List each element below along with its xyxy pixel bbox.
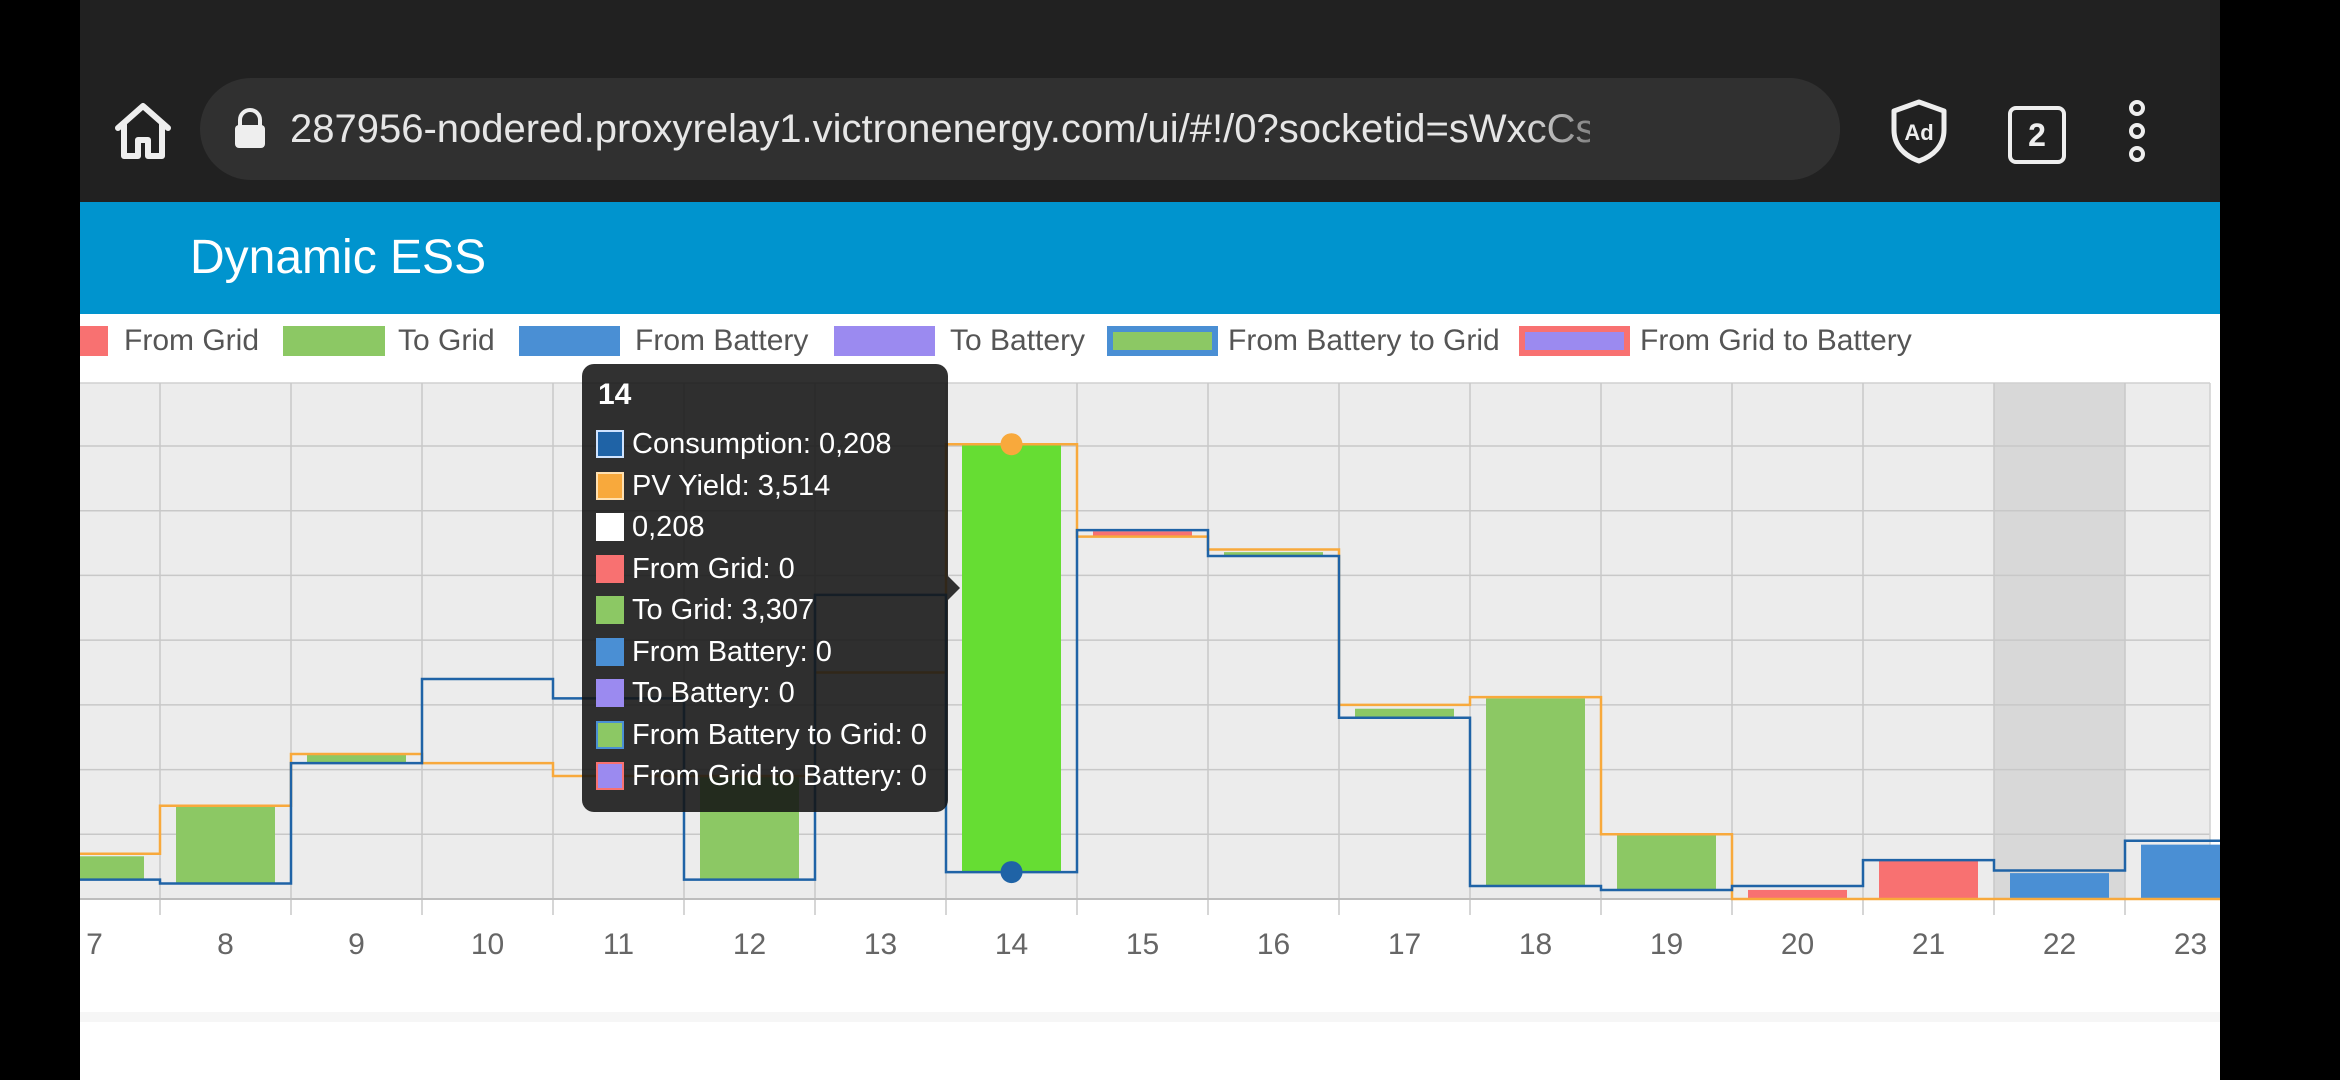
- x-tick-label: 14: [995, 928, 1028, 961]
- browser-toolbar: 287956-nodered.proxyrelay1.victronenergy…: [80, 0, 2220, 202]
- x-tick-label: 23: [2174, 928, 2207, 961]
- to-grid-bar: [1355, 708, 1454, 718]
- tooltip-swatch: [596, 513, 624, 541]
- tooltip-title: 14: [598, 378, 632, 411]
- tabs-icon[interactable]: 2: [2008, 106, 2066, 164]
- svg-text:Ad: Ad: [1904, 120, 1933, 145]
- legend-label: From Grid: [124, 324, 259, 357]
- page-bottom-divider: [80, 1012, 2220, 1022]
- legend-label: To Battery: [950, 324, 1086, 357]
- app-header: Dynamic ESS: [80, 202, 2220, 314]
- tooltip-swatch: [596, 596, 624, 624]
- x-tick-label: 18: [1519, 928, 1552, 961]
- url-fade: [1520, 78, 1840, 180]
- pv-yield-point: [1000, 433, 1023, 456]
- url-text[interactable]: 287956-nodered.proxyrelay1.victronenergy…: [290, 107, 1590, 151]
- from-grid-bar: [1879, 860, 1978, 899]
- legend-swatch: [834, 326, 935, 356]
- x-tick-label: 9: [348, 928, 365, 961]
- tooltip-text: From Grid to Battery: 0: [632, 760, 927, 792]
- tooltip-text: To Battery: 0: [632, 677, 795, 709]
- pv-yield-line: [80, 442, 2220, 901]
- current-hour-shade: [1994, 383, 2125, 899]
- x-tick-label: 11: [603, 928, 634, 961]
- legend-swatch: [80, 326, 108, 356]
- from-grid-bar: [1748, 889, 1847, 899]
- tooltip-text: From Grid: 0: [632, 552, 795, 585]
- x-tick-label: 8: [217, 928, 234, 961]
- legend-swatch: [519, 326, 620, 356]
- from-battery-bar: [2010, 873, 2109, 899]
- plot-background: [80, 383, 2210, 899]
- tooltip-swatch: [596, 679, 624, 707]
- from-grid-bar: [1093, 531, 1192, 537]
- tooltip-text: From Battery to Grid: 0: [632, 718, 927, 751]
- tooltip-swatch: [596, 637, 624, 666]
- chart-tooltip: 14 Consumption: 0,208 PV Yield: 3,514 0,20…: [582, 364, 948, 812]
- ad-block-shield-icon[interactable]: Ad: [1888, 98, 1950, 164]
- tooltip-swatch: [596, 471, 624, 500]
- tooltip-text: PV Yield: 3,514: [632, 469, 831, 502]
- tooltip-swatch: [596, 762, 624, 790]
- x-tick-label: 16: [1257, 928, 1290, 961]
- legend-label: From Grid to Battery: [1640, 324, 1912, 357]
- tooltip-swatch: [596, 720, 624, 749]
- x-tick-label: 13: [864, 928, 897, 961]
- legend-swatch: [1519, 326, 1630, 356]
- to-grid-bar: [176, 805, 275, 884]
- legend-label: From Battery: [635, 324, 809, 357]
- x-tick-label: 21: [1912, 928, 1945, 961]
- to-grid-bar: [307, 754, 406, 764]
- to-grid-bar: [80, 856, 144, 880]
- x-tick-label: 19: [1650, 928, 1683, 961]
- browser-screen: 287956-nodered.proxyrelay1.victronenergy…: [80, 0, 2220, 1080]
- x-tick-label: 7: [86, 928, 103, 961]
- x-tick-label: 10: [471, 928, 504, 961]
- chart-legend: From Grid To Grid From Battery To Batter…: [80, 318, 2220, 364]
- tooltip-text: From Battery: 0: [632, 635, 832, 668]
- tooltip-text: Consumption: 0,208: [632, 428, 892, 460]
- page-title: Dynamic ESS: [190, 231, 487, 284]
- legend-swatch: [283, 326, 385, 356]
- tooltip-swatch: [596, 430, 624, 458]
- to-grid-bar: [1617, 834, 1716, 890]
- tooltip-text: To Grid: 3,307: [632, 594, 815, 626]
- to-grid-bar: [1224, 552, 1323, 557]
- more-vert-icon[interactable]: [2122, 98, 2152, 164]
- to-grid-bar: [1486, 698, 1585, 887]
- tooltip-arrow: [948, 576, 960, 600]
- to-grid-bar: [962, 444, 1061, 873]
- consumption-point: [1000, 861, 1023, 884]
- x-tick-label: 22: [2043, 928, 2076, 961]
- legend-swatch: [1107, 326, 1218, 356]
- x-tick-label: 15: [1126, 928, 1159, 961]
- address-bar[interactable]: 287956-nodered.proxyrelay1.victronenergy…: [200, 78, 1840, 180]
- x-tick-label: 12: [733, 928, 766, 961]
- x-tick-label: 17: [1388, 928, 1421, 961]
- legend-label: From Battery to Grid: [1228, 324, 1500, 357]
- tooltip-text: 0,208: [632, 511, 705, 543]
- lock-icon: [232, 108, 268, 150]
- legend-label: To Grid: [398, 324, 495, 357]
- home-icon[interactable]: [108, 96, 178, 166]
- tooltip-swatch: [596, 554, 624, 583]
- x-tick-label: 20: [1781, 928, 1814, 961]
- from-battery-bar: [2141, 844, 2220, 899]
- consumption-line: [80, 528, 2220, 892]
- energy-chart[interactable]: 7 8 9 10 11 12 13 14 15 16 17 18 19 20 21 22 23: [80, 0, 2220, 1012]
